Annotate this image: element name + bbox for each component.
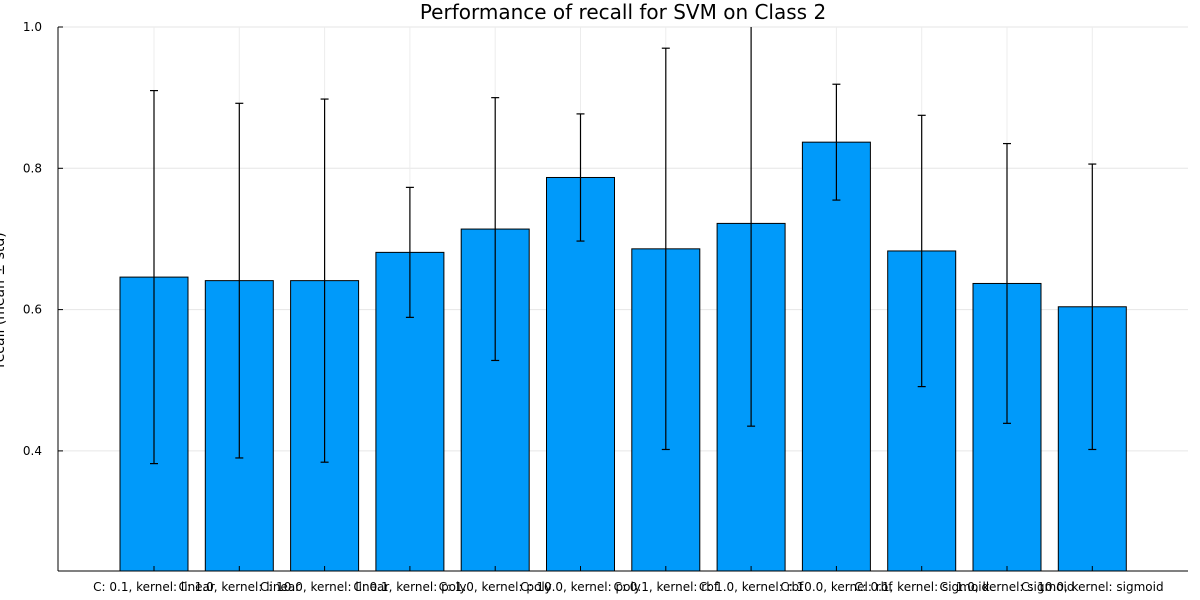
x-tick-label: C: 0.1, kernel: linear <box>93 580 215 594</box>
y-tick-label: 1.0 <box>23 20 42 34</box>
y-axis-label: recall (mean ± std) <box>0 232 8 368</box>
x-tick-label: C: 0.1, kernel: sigmoid <box>854 580 989 594</box>
x-tick-label: C: 0.1, kernel: poly <box>353 580 466 594</box>
bar <box>801 141 871 572</box>
chart-title: Performance of recall for SVM on Class 2 <box>420 0 826 24</box>
x-tick-label: C: 10.0, kernel: rbf <box>780 580 893 594</box>
x-tick-label: C: 0.1, kernel: rbf <box>614 580 719 594</box>
bar <box>546 176 615 572</box>
y-tick-label: 0.8 <box>23 161 42 175</box>
x-tick-label: C: 10.0, kernel: linear <box>260 580 389 594</box>
bars <box>119 141 1127 572</box>
y-tick-label: 0.6 <box>23 303 42 317</box>
x-tick-label: C: 1.0, kernel: linear <box>178 580 300 594</box>
x-tick-label: C: 10.0, kernel: sigmoid <box>1021 580 1164 594</box>
y-tick-label: 0.4 <box>23 444 42 458</box>
x-tick-label: C: 10.0, kernel: poly <box>520 580 641 594</box>
x-tick-label: C: 1.0, kernel: rbf <box>699 580 804 594</box>
x-tick-label: C: 1.0, kernel: sigmoid <box>940 580 1075 594</box>
x-tick-label: C: 1.0, kernel: poly <box>439 580 552 594</box>
error-bars <box>150 27 1097 465</box>
